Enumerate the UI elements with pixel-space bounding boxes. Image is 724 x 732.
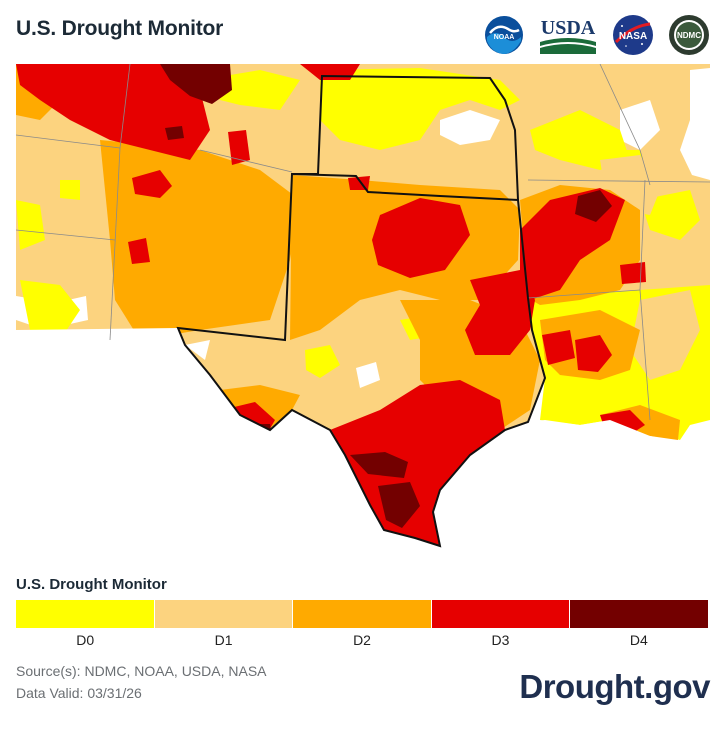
legend-swatch-d0: [16, 600, 155, 628]
partner-logos: NOAA USDA NASA NDMC: [484, 10, 710, 60]
d3-region: [16, 64, 210, 160]
legend-label-d3: D3: [491, 632, 510, 648]
sources-text: Source(s): NDMC, NOAA, USDA, NASA: [16, 663, 267, 679]
d0-region: [20, 280, 80, 340]
d4-region: [350, 452, 408, 478]
page-title: U.S. Drought Monitor: [16, 17, 224, 40]
ndmc-logo: NDMC: [669, 15, 709, 55]
texas-outline: [176, 172, 547, 548]
source-info: Source(s): NDMC, NOAA, USDA, NASA Data V…: [16, 660, 267, 704]
d3-region: [132, 170, 172, 198]
d3-region: [348, 176, 370, 190]
d3-region: [128, 238, 150, 264]
nasa-logo-text: NASA: [619, 31, 647, 42]
legend-swatch-d2: [293, 600, 432, 628]
white-region: [356, 362, 380, 388]
d4-region: [378, 482, 420, 528]
d1-region: [630, 290, 700, 380]
white-region: [620, 100, 660, 150]
legend-bar: [16, 600, 708, 628]
d4-region: [165, 126, 184, 140]
legend-label-d2: D2: [353, 632, 371, 648]
d0-region: [320, 68, 520, 150]
usda-logo: USDA: [540, 17, 596, 54]
legend-title: U.S. Drought Monitor: [16, 576, 167, 593]
legend-label-d0: D0: [76, 632, 95, 648]
d3-region: [542, 330, 575, 365]
legend-label-d4: D4: [629, 632, 648, 648]
legend-label-d1: D1: [214, 632, 233, 648]
d0-region: [16, 200, 45, 250]
d0-region: [60, 180, 80, 200]
d4-region: [575, 190, 612, 222]
noaa-logo: NOAA: [485, 16, 523, 54]
mexico-area: [16, 328, 270, 430]
data-valid-text: Data Valid: 03/31/26: [16, 685, 142, 701]
legend-swatch-d1: [154, 600, 294, 628]
legend-labels: D0 D1 D2 D3 D4: [16, 632, 708, 648]
oklahoma-outline: [292, 74, 519, 201]
legend-swatch-d4: [570, 600, 708, 628]
nasa-logo: NASA: [613, 15, 653, 55]
usda-logo-text: USDA: [541, 17, 596, 39]
d0-region: [305, 345, 340, 378]
d3-region: [465, 270, 535, 355]
d3-region: [372, 198, 470, 278]
d4-region: [160, 64, 232, 104]
white-region: [440, 110, 500, 145]
d3-region: [228, 130, 250, 165]
drought-map: [16, 64, 710, 554]
d3-region: [620, 262, 646, 284]
d3-region: [330, 380, 505, 546]
white-region: [680, 68, 710, 180]
state-boundaries: [16, 64, 710, 421]
drought-map-svg: [16, 64, 710, 554]
d0-region: [560, 380, 640, 418]
d3-region: [575, 335, 612, 372]
legend-swatch-d3: [431, 600, 571, 628]
drought-gov-link[interactable]: Drought.gov: [519, 668, 710, 705]
white-region: [185, 340, 210, 360]
noaa-logo-text: NOAA: [494, 34, 515, 41]
ndmc-logo-text: NDMC: [677, 31, 701, 40]
